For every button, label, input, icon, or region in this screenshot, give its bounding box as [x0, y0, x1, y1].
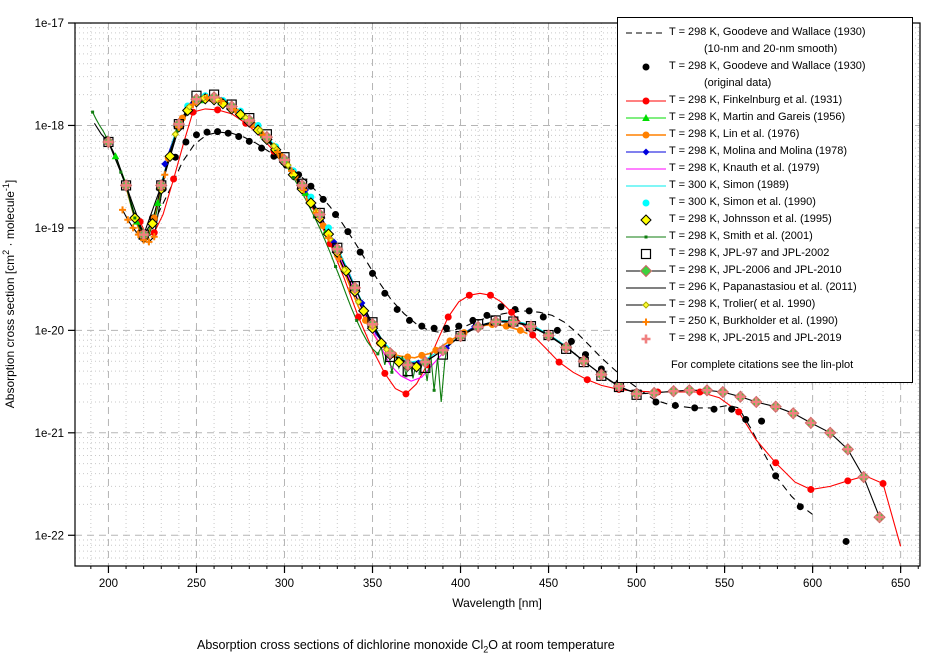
legend-marker-johnsson [623, 211, 669, 228]
legend-label-trolier: T = 298 K, Trolier( et al. 1990) [669, 298, 816, 310]
legend-item-papanastasiou: T = 296 K, Papanastasiou et al. (2011) [623, 279, 908, 296]
y-tick-label: 1e-19 [35, 223, 64, 235]
legend-label-goodeve-data: T = 298 K, Goodeve and Wallace (1930) (or… [669, 60, 866, 89]
y-axis-label: Absorption cross section [cm2 · molecule… [1, 180, 17, 408]
legend-item-trolier: T = 298 K, Trolier( et al. 1990) [623, 296, 908, 313]
legend-marker-smith [623, 228, 669, 245]
legend-label-knauth: T = 298 K, Knauth et al. (1979) [669, 162, 820, 174]
legend-label-martin: T = 298 K, Martin and Gareis (1956) [669, 111, 846, 123]
legend-item-burkholder: T = 250 K, Burkholder et al. (1990) [623, 313, 908, 330]
x-tick-label: 350 [363, 578, 382, 590]
legend-marker-jpl97 [623, 245, 669, 262]
legend-note: For complete citations see the lin-plot [671, 359, 854, 371]
legend-label-lin: T = 298 K, Lin et al. (1976) [669, 128, 800, 140]
caption-post: O at room temperature [488, 638, 615, 652]
legend-label-papanastasiou: T = 296 K, Papanastasiou et al. (2011) [669, 281, 857, 293]
legend-marker-jpl2006 [623, 262, 669, 279]
legend-label-smith: T = 298 K, Smith et al. (2001) [669, 230, 813, 242]
series-markers-jpl2015 [103, 92, 885, 522]
legend-marker-papanastasiou [623, 279, 669, 296]
y-tick-label: 1e-22 [35, 530, 64, 542]
legend-marker-martin [623, 109, 669, 126]
legend-item-goodeve-data: T = 298 K, Goodeve and Wallace (1930) (or… [623, 58, 908, 92]
legend-label-johnsson: T = 298 K, Johnsson et al. (1995) [669, 213, 832, 225]
legend-marker-jpl2015 [623, 330, 669, 347]
legend-item-smith: T = 298 K, Smith et al. (2001) [623, 228, 908, 245]
legend-label-jpl2006: T = 298 K, JPL-2006 and JPL-2010 [669, 264, 842, 276]
legend-marker-goodeve-smooth [623, 24, 669, 41]
legend-label-simon-data: T = 300 K, Simon et al. (1990) [669, 196, 816, 208]
x-tick-label: 600 [803, 578, 822, 590]
legend-label-molina: T = 298 K, Molina and Molina (1978) [669, 145, 848, 157]
legend-marker-lin [623, 126, 669, 143]
x-tick-label: 200 [99, 578, 118, 590]
legend-item-knauth: T = 298 K, Knauth et al. (1979) [623, 160, 908, 177]
axes: 200 250 300 350 400 450 500 550 600 650 1e-17 1e-18… [1, 18, 921, 610]
legend-item-goodeve-smooth: T = 298 K, Goodeve and Wallace (1930) (10… [623, 24, 908, 58]
series-markers-martin [111, 96, 331, 234]
legend-item-jpl2015: T = 298 K, JPL-2015 and JPL-2019 [623, 330, 908, 347]
legend-item-lin: T = 298 K, Lin et al. (1976) [623, 126, 908, 143]
legend-item-simon-line: T = 300 K, Simon (1989) [623, 177, 908, 194]
legend-item-johnsson: T = 298 K, Johnsson et al. (1995) [623, 211, 908, 228]
legend-label-simon-line: T = 300 K, Simon (1989) [669, 179, 789, 191]
legend-item-molina: T = 298 K, Molina and Molina (1978) [623, 143, 908, 160]
legend-label-goodeve-smooth: T = 298 K, Goodeve and Wallace (1930) (10… [669, 26, 866, 55]
x-tick-label: 450 [539, 578, 558, 590]
caption-sub: 2 [483, 644, 489, 655]
y-tick-label: 1e-17 [35, 18, 64, 30]
series-line-knauth [178, 96, 444, 382]
legend-marker-simon-data [623, 194, 669, 211]
legend-item-martin: T = 298 K, Martin and Gareis (1956) [623, 109, 908, 126]
x-axis-label: Wavelength [nm] [452, 596, 542, 610]
legend-marker-molina [623, 143, 669, 160]
legend: T = 298 K, Goodeve and Wallace (1930) (10… [617, 17, 913, 383]
legend-marker-goodeve-data [623, 58, 669, 75]
caption-pre: Absorption cross sections of dichlorine … [197, 638, 484, 652]
legend-marker-trolier [623, 296, 669, 313]
series-markers-simon-data [184, 92, 332, 232]
legend-label-finkelnburg: T = 298 K, Finkelnburg et al. (1931) [669, 94, 843, 106]
x-tick-label: 250 [187, 578, 206, 590]
legend-marker-knauth [623, 160, 669, 177]
y-tick-label: 1e-18 [35, 120, 64, 132]
legend-item-jpl2006: T = 298 K, JPL-2006 and JPL-2010 [623, 262, 908, 279]
series-line-finkelnburg [139, 108, 902, 547]
caption: Absorption cross sections of dichlorine … [197, 638, 615, 655]
legend-item-finkelnburg: T = 298 K, Finkelnburg et al. (1931) [623, 92, 908, 109]
legend-item-jpl97: T = 298 K, JPL-97 and JPL-2002 [623, 245, 908, 262]
legend-label-jpl97: T = 298 K, JPL-97 and JPL-2002 [669, 247, 830, 259]
legend-item-simon-data: T = 300 K, Simon et al. (1990) [623, 194, 908, 211]
chart-svg: 200 250 300 350 400 450 500 550 600 650 1e-17 1e-18… [1, 18, 921, 610]
x-tick-label: 500 [627, 578, 646, 590]
legend-marker-finkelnburg [623, 92, 669, 109]
legend-label-jpl2015: T = 298 K, JPL-2015 and JPL-2019 [669, 332, 842, 344]
series-markers-burkholder [119, 94, 343, 263]
x-tick-label: 650 [891, 578, 910, 590]
y-tick-label: 1e-20 [35, 325, 64, 337]
legend-marker-simon-line [623, 177, 669, 194]
y-tick-label: 1e-21 [35, 428, 64, 440]
x-tick-label: 300 [275, 578, 294, 590]
legend-marker-burkholder [623, 313, 669, 330]
legend-label-burkholder: T = 250 K, Burkholder et al. (1990) [669, 315, 838, 327]
x-tick-label: 550 [715, 578, 734, 590]
x-tick-label: 400 [451, 578, 470, 590]
series-markers [91, 89, 887, 545]
